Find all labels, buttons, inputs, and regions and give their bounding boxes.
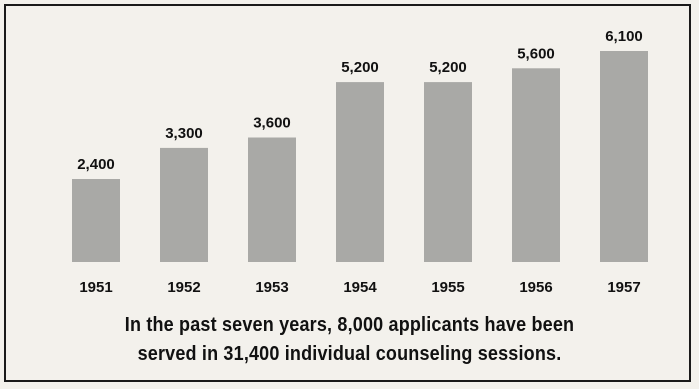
category-label-1953: 1953 <box>255 279 288 296</box>
bar-1955 <box>424 82 472 262</box>
category-label-1957: 1957 <box>607 279 640 296</box>
chart-frame <box>4 4 691 382</box>
value-label-1952: 3,300 <box>165 125 203 142</box>
category-label-1955: 1955 <box>431 279 464 296</box>
bar-1951 <box>72 179 120 262</box>
caption-line-1: In the past seven years, 8,000 applicant… <box>124 314 575 336</box>
value-label-1951: 2,400 <box>77 156 115 173</box>
bar-1953 <box>248 137 296 262</box>
category-label-1951: 1951 <box>79 279 112 296</box>
value-label-1957: 6,100 <box>605 28 643 45</box>
category-label-1952: 1952 <box>167 279 200 296</box>
bar-1952 <box>160 147 208 262</box>
value-label-1955: 5,200 <box>429 59 467 76</box>
caption-line-2: served in 31,400 individual counseling s… <box>137 343 562 365</box>
category-label-1956: 1956 <box>519 279 552 296</box>
bar-1957 <box>600 51 648 262</box>
bar-1954 <box>336 82 384 262</box>
category-label-1954: 1954 <box>343 279 377 296</box>
bar-1956 <box>512 68 560 262</box>
value-label-1954: 5,200 <box>341 59 379 76</box>
value-label-1953: 3,600 <box>253 115 291 132</box>
value-label-1956: 5,600 <box>517 45 555 62</box>
